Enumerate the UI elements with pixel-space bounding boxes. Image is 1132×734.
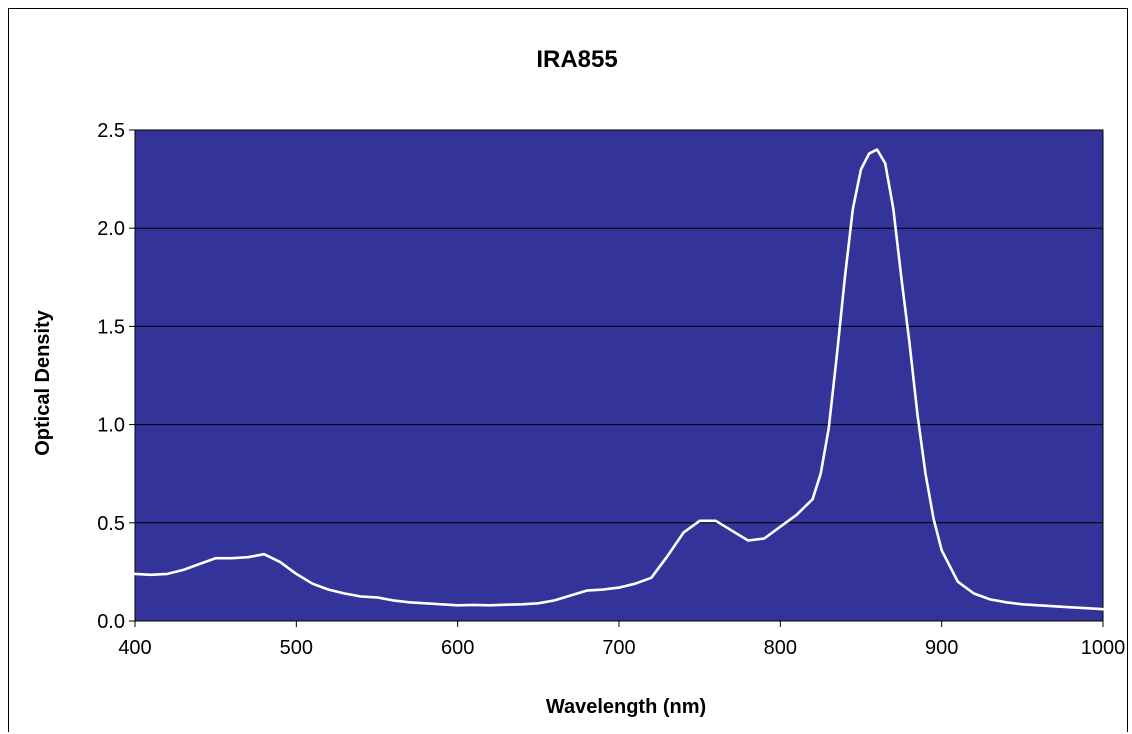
chart-title: IRA855 <box>536 46 617 73</box>
x-tick-label: 700 <box>602 637 635 659</box>
chart-frame: IRA855 0.0 0.5 1.0 1.5 2.0 2.5 400 500 600 700 80… <box>8 8 1128 732</box>
x-axis-title: Wavelength (nm) <box>546 696 706 718</box>
x-tick-label: 900 <box>925 637 958 659</box>
x-tick-label: 800 <box>764 637 797 659</box>
x-tick-label: 600 <box>441 637 474 659</box>
x-tick-label: 400 <box>118 637 151 659</box>
y-tick-label: 1.0 <box>97 415 125 437</box>
x-tick-label: 500 <box>280 637 313 659</box>
y-tick-label: 2.0 <box>97 218 125 240</box>
grid-lines <box>135 227 1103 524</box>
plot-area <box>134 129 1104 622</box>
y-tick-label: 2.5 <box>97 120 125 142</box>
y-tick-label: 1.5 <box>97 316 125 338</box>
spectrum-chart: IRA855 0.0 0.5 1.0 1.5 2.0 2.5 400 500 600 700 80… <box>32 46 1125 718</box>
y-tick-label: 0.5 <box>97 513 125 535</box>
y-tick-label: 0.0 <box>97 611 125 633</box>
y-axis-title: Optical Density <box>32 309 54 455</box>
x-tick-label: 1000 <box>1081 637 1126 659</box>
x-axis-ticks: 400 500 600 700 800 900 1000 <box>118 621 1125 659</box>
y-axis-ticks: 0.0 0.5 1.0 1.5 2.0 2.5 <box>97 120 135 633</box>
series-line <box>133 148 1105 611</box>
